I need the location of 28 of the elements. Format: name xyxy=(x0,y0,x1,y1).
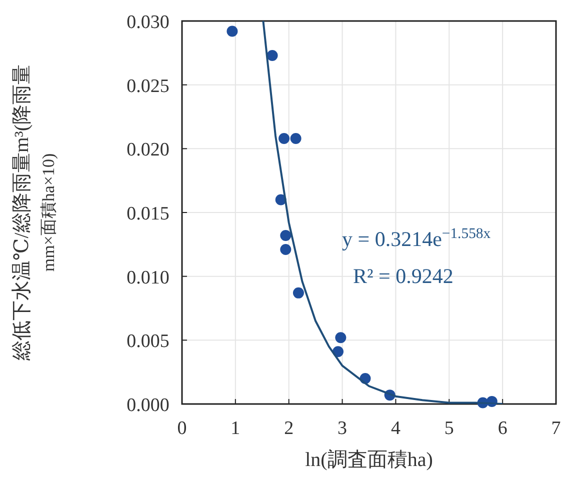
x-tick-label: 7 xyxy=(551,418,561,439)
line-series xyxy=(262,21,504,404)
point xyxy=(226,26,238,37)
point xyxy=(290,132,302,144)
y-tick-label: 0.025 xyxy=(126,76,170,97)
point xyxy=(280,230,292,241)
point xyxy=(292,287,304,298)
annotation: R² = 0.9242 xyxy=(353,264,454,288)
point xyxy=(335,332,346,344)
x-tick-label: 6 xyxy=(498,418,508,439)
y-tick-label: 0.030 xyxy=(126,12,170,33)
x-tick-label: 4 xyxy=(390,418,401,439)
x-axis-title: ln(調査面積ha) xyxy=(305,449,433,471)
y-tick-label: 0.020 xyxy=(126,140,170,161)
point xyxy=(280,244,292,256)
annotation: y = 0.3214e$^{−1.558x}$ xyxy=(342,226,492,251)
y-tick-label: 0.015 xyxy=(126,204,170,224)
y-axis-title: 総低下水温℃/総降雨量m³(降雨量 mm×面積ha×10) xyxy=(11,64,58,362)
x-tick-label: 2 xyxy=(284,418,294,439)
x-tick-label: 3 xyxy=(338,418,348,439)
y-tick-label: 0.005 xyxy=(126,331,170,352)
x-tick-label: 0 xyxy=(177,418,187,439)
point xyxy=(278,132,290,144)
x-tick-label: 5 xyxy=(444,418,454,439)
y-tick-label: 0.010 xyxy=(126,267,170,288)
point xyxy=(266,50,278,61)
y-tick-label: 0.000 xyxy=(126,395,170,416)
x-tick-label: 1 xyxy=(230,418,240,439)
